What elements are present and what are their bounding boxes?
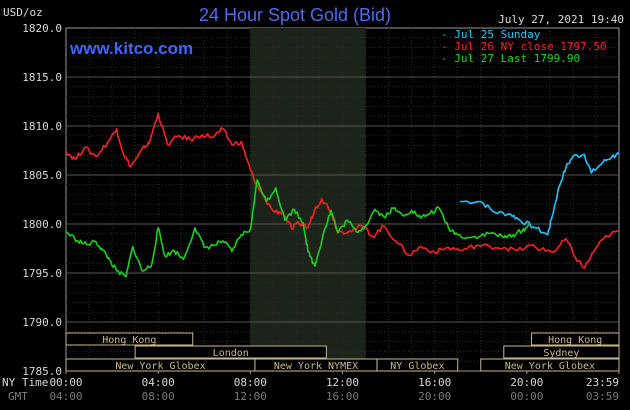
y-tick-label: 1820.0 — [22, 22, 62, 35]
legend-label-jul27: Jul 27 Last 1799.90 — [454, 52, 580, 65]
market-session-box — [65, 332, 194, 346]
series-line — [65, 179, 530, 278]
x-tick-label-gmt: 03:59 — [586, 390, 619, 403]
x-tick-label-ny: 12:00 — [326, 376, 359, 389]
x-tick-label-gmt: 08:00 — [142, 390, 175, 403]
chart-title: 24 Hour Spot Gold (Bid) — [199, 5, 391, 25]
market-session-label: Sydney — [543, 348, 579, 359]
market-session-box — [376, 358, 459, 372]
series-line — [65, 112, 619, 269]
y-tick-label: 1815.0 — [22, 71, 62, 84]
legend-label-jul26: Jul 26 NY close 1797.50 — [454, 40, 606, 53]
series-line — [460, 152, 620, 236]
market-session-label: New York Globex — [115, 361, 205, 372]
market-session-box — [134, 345, 327, 359]
y-tick-label: 1795.0 — [22, 267, 62, 280]
x-tick-label-ny: 08:00 — [234, 376, 267, 389]
market-session-box — [503, 345, 620, 359]
x-tick-label-ny: 00:00 — [49, 376, 82, 389]
market-session-label: London — [213, 348, 249, 359]
x-tick-label-gmt: 00:00 — [510, 390, 543, 403]
x-tick-label-ny: 20:00 — [510, 376, 543, 389]
market-session-label: New York NYMEX — [274, 361, 358, 372]
legend: - Jul 25 Sunday - Jul 26 NY close 1797.5… — [441, 28, 607, 65]
x-tick-label-ny: 04:00 — [142, 376, 175, 389]
x-tick-label-gmt: 04:00 — [49, 390, 82, 403]
x-tick-label-ny: 23:59 — [586, 376, 619, 389]
market-session-label: Hong Kong — [102, 335, 156, 346]
chart-timestamp: July 27, 2021 19:40 — [498, 13, 624, 26]
y-tick-label: 1790.0 — [22, 316, 62, 329]
legend-entry-jul27: - Jul 27 Last 1799.90 — [441, 52, 580, 65]
legend-entry-jul25: - Jul 25 Sunday — [441, 28, 541, 41]
y-tick-label: 1785.0 — [22, 365, 62, 378]
x-axis-ny-time-label: NY Time — [2, 376, 48, 389]
market-session-box — [530, 332, 620, 346]
market-session-box — [480, 358, 620, 372]
x-axis-gmt-label: GMT — [8, 390, 28, 403]
legend-entry-jul26: - Jul 26 NY close 1797.50 — [441, 40, 607, 53]
y-tick-label: 1810.0 — [22, 120, 62, 133]
market-session-label: New York Globex — [505, 361, 595, 372]
x-tick-label-gmt: 12:00 — [234, 390, 267, 403]
legend-label-jul25: Jul 25 Sunday — [454, 28, 540, 41]
market-session-label: Hong Kong — [548, 335, 602, 346]
y-axis-unit-label: USD/oz — [3, 6, 43, 19]
y-tick-label: 1805.0 — [22, 169, 62, 182]
x-tick-label-ny: 16:00 — [418, 376, 451, 389]
market-session-label: NY Globex — [390, 361, 444, 372]
brand-watermark: www.kitco.com — [69, 39, 193, 58]
x-tick-label-gmt: 20:00 — [418, 390, 451, 403]
y-tick-label: 1800.0 — [22, 218, 62, 231]
x-tick-label-gmt: 16:00 — [326, 390, 359, 403]
